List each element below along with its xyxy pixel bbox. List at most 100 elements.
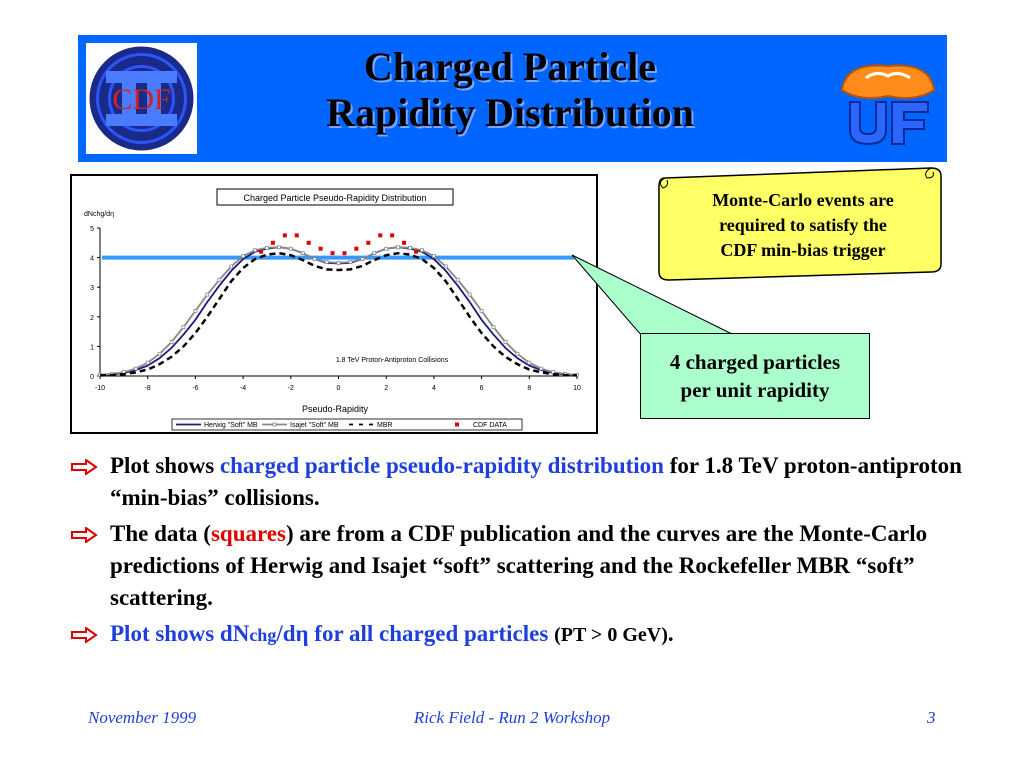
arrow-bullet-icon	[71, 527, 98, 543]
x-tick-label: 4	[432, 385, 436, 392]
x-tick-label: -8	[145, 385, 151, 392]
x-axis-label: Pseudo-Rapidity	[302, 404, 369, 414]
title-line-2: Rapidity Distribution	[326, 90, 694, 135]
isajet-point	[360, 257, 365, 261]
slide-title: Charged Particle Rapidity Distribution	[230, 44, 790, 136]
isajet-point	[169, 340, 174, 344]
isajet-point	[133, 366, 138, 371]
bullet-text-segment: Plot shows dN	[110, 621, 250, 646]
x-tick-label: 0	[337, 385, 341, 392]
isajet-point	[455, 277, 460, 282]
bullet-list: Plot shows charged particle pseudo-rapid…	[68, 450, 968, 655]
bullet-text-segment: Plot shows	[110, 453, 220, 478]
isajet-point	[420, 248, 424, 253]
isajet-point	[241, 254, 246, 259]
data-point	[354, 246, 359, 251]
title-line-1: Charged Particle	[363, 44, 657, 89]
bullet-text-segment: The data (	[110, 521, 211, 546]
bullet-text-segment: squares	[210, 521, 286, 546]
callout-charged-particles: 4 charged particles per unit rapidity	[640, 333, 870, 419]
chart-legend: Herwig "Soft" MB Isajet "Soft" MB MBR CDF D…	[171, 418, 523, 431]
isajet-point	[312, 257, 317, 261]
series-line-2	[99, 251, 578, 377]
data-point	[342, 251, 347, 256]
isajet-point	[515, 351, 520, 356]
legend-label: Herwig "Soft" MB	[204, 422, 258, 429]
isajet-point	[372, 251, 377, 256]
callout-monte-carlo: Monte-Carlo events are required to satis…	[653, 162, 943, 284]
bullet-item: Plot shows dNchg/dη for all charged part…	[68, 618, 968, 651]
callout-mc-line-2: required to satisfy the	[719, 215, 887, 235]
isajet-point	[205, 292, 210, 297]
arrow-bullet-icon	[71, 459, 98, 475]
callout-4-line-1: 4 charged particles	[669, 350, 841, 374]
data-point	[378, 233, 383, 238]
chart-title-box	[216, 188, 454, 206]
callout-mc-line-3: CDF min-bias trigger	[720, 240, 886, 260]
chart-title: Charged Particle Pseudo-Rapidity Distrib…	[243, 193, 426, 203]
arrow-bullet-icon	[71, 627, 98, 643]
data-point	[282, 233, 287, 238]
isajet-point	[181, 325, 186, 330]
isajet-point	[229, 264, 234, 269]
bullet-text-segment: .	[667, 621, 674, 646]
data-point	[390, 233, 395, 238]
isajet-point	[503, 340, 508, 344]
y-axis-label: dNchg/dη	[84, 211, 114, 218]
bullet-text-segment: (PT > 0 GeV)	[554, 624, 668, 646]
data-point	[402, 240, 407, 245]
legend-box	[171, 418, 523, 431]
rapidity-chart: 0 1 2 3 4 5 -10 -8 -6 -4 -2 0 2 4 6 8 10 Charged Particl…	[84, 188, 581, 431]
isajet-point	[443, 264, 448, 269]
footer-page-number: 3	[927, 708, 936, 727]
data-point	[270, 240, 275, 245]
x-tick-label: -6	[192, 385, 198, 392]
chart-annotation: 1.8 TeV Proton-Antiproton Collisions	[336, 357, 449, 364]
callout-mc-line-1: Monte-Carlo events are	[712, 190, 894, 210]
legend-label: Isajet "Soft" MB	[290, 422, 339, 429]
bullet-text-segment: for 1.8 TeV proton-antiproton “min-bias”…	[110, 453, 962, 510]
isajet-point	[539, 366, 544, 371]
data-point	[330, 251, 335, 256]
bullet-text-segment: charged particle pseudo-rapidity distrib…	[219, 453, 664, 478]
uf-logo	[836, 52, 940, 148]
isajet-point	[253, 248, 257, 253]
data-point	[366, 240, 371, 245]
isajet-point	[157, 351, 162, 356]
data-point	[294, 233, 299, 238]
isajet-point	[491, 325, 496, 330]
isajet-point	[336, 261, 341, 265]
y-tick-label: 4	[90, 256, 94, 263]
isajet-point	[193, 308, 198, 313]
data-point	[318, 246, 323, 251]
legend-label: MBR	[377, 422, 393, 429]
title-banner	[78, 35, 947, 162]
data-point	[258, 249, 263, 254]
bullet-text-segment: ) are from a CDF publication and the cur…	[110, 521, 928, 610]
x-tick-label: 10	[573, 385, 581, 392]
legend-marker	[272, 422, 277, 427]
x-tick-label: 6	[480, 385, 484, 392]
isajet-point	[276, 245, 281, 250]
bullet-text-segment: chg	[249, 625, 277, 645]
x-tick-label: 8	[527, 385, 531, 392]
y-tick-label: 3	[90, 285, 94, 292]
isajet-point	[348, 260, 353, 264]
isajet-point	[145, 360, 150, 365]
data-point	[414, 249, 419, 254]
isajet-point	[384, 246, 389, 251]
legend-label: CDF DATA	[473, 422, 507, 429]
isajet-point	[431, 254, 436, 259]
x-tick-label: -4	[240, 385, 246, 392]
cdf-logo-text: CDF	[112, 83, 170, 116]
isajet-point	[324, 260, 329, 264]
cdf-logo: CDF	[86, 43, 197, 154]
footer-date: November 1999	[88, 708, 197, 727]
x-tick-label: 2	[384, 385, 388, 392]
axes-group: 0 1 2 3 4 5 -10 -8 -6 -4 -2 0 2 4 6 8 10	[90, 226, 581, 392]
callout-4-line-2: per unit rapidity	[680, 378, 830, 402]
isajet-point	[527, 360, 532, 365]
isajet-point	[396, 245, 401, 250]
x-tick-label: -10	[95, 385, 105, 392]
legend-marker	[455, 422, 459, 427]
